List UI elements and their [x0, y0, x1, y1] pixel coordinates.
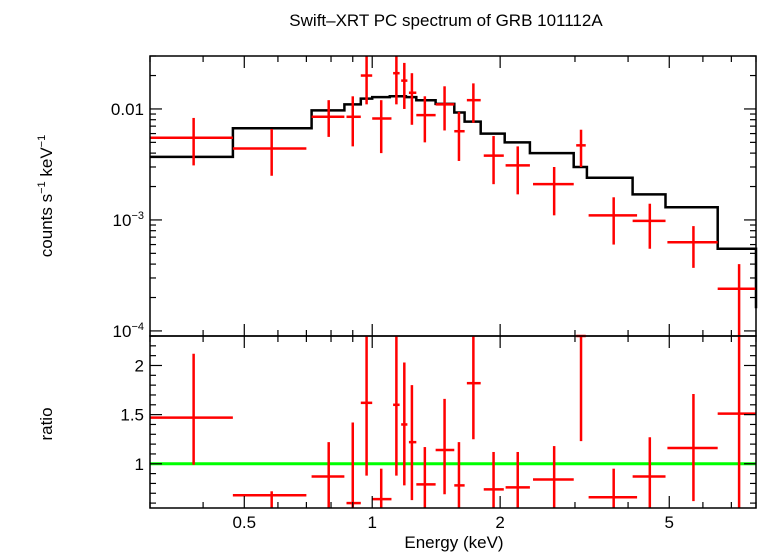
- ratio-point: [372, 468, 392, 508]
- ratio-point: [505, 451, 530, 508]
- data-point: [372, 100, 392, 154]
- ratio-point: [454, 442, 465, 508]
- ylabel-exponent-1: −1: [36, 181, 48, 194]
- data-point: [588, 197, 638, 245]
- data-point: [717, 264, 756, 336]
- data-point: [408, 73, 417, 125]
- data-point: [311, 100, 345, 137]
- ratio-point: [346, 422, 361, 508]
- data-point: [401, 62, 408, 109]
- y-tick-label: 2: [135, 356, 144, 375]
- chart-title: Swift–XRT PC spectrum of GRB 101112A: [289, 11, 603, 30]
- ratio-point: [632, 437, 666, 508]
- y-tick-exponent: −3: [131, 210, 144, 222]
- model-curve: [150, 95, 758, 309]
- y-tick-mantissa: 10: [113, 322, 132, 341]
- ratio-point: [717, 336, 756, 508]
- data-point: [435, 86, 455, 131]
- y-tick-label: 10−3: [113, 210, 144, 230]
- data-point: [632, 203, 666, 249]
- y-tick-label: 1: [135, 455, 144, 474]
- ratio-point: [150, 353, 233, 465]
- ylabel-exponent-2: −1: [36, 135, 48, 148]
- spectrum-y-axis-label: counts s−1 keV−1: [36, 135, 56, 257]
- data-point: [393, 56, 400, 105]
- ratio-point: [435, 398, 455, 495]
- data-point: [576, 129, 586, 167]
- ratio-point: [232, 491, 307, 508]
- ratio-point: [401, 362, 408, 486]
- x-tick-label: 1: [367, 513, 376, 532]
- data-point: [667, 226, 718, 268]
- ratio-point: [483, 451, 504, 508]
- x-tick-label: 2: [495, 513, 504, 532]
- data-point: [505, 146, 530, 195]
- x-tick-label: 5: [665, 513, 674, 532]
- y-tick-label: 0.01: [111, 100, 144, 119]
- data-point: [232, 128, 307, 176]
- y-tick-label: 1.5: [120, 406, 144, 425]
- x-axis-label: Energy (keV): [404, 533, 503, 552]
- ratio-data-points: [150, 334, 756, 508]
- y-tick-mantissa: 10: [113, 211, 132, 230]
- ratio-y-axis-label: ratio: [37, 407, 56, 440]
- y-tick-exponent: −4: [131, 321, 144, 333]
- x-tick-label: 0.5: [232, 513, 256, 532]
- data-point: [454, 111, 465, 161]
- ratio-point: [533, 446, 574, 508]
- data-point: [150, 117, 233, 166]
- model-step-line: [150, 95, 758, 309]
- data-point: [533, 166, 574, 216]
- ratio-point: [408, 385, 417, 501]
- ratio-frame: [149, 335, 757, 509]
- ratio-panel: ratio 1 1.5 2 0.5 1 2 5: [37, 334, 757, 532]
- ratio-point: [393, 336, 400, 476]
- spectrum-data-points: [150, 56, 756, 336]
- ratio-point: [466, 336, 481, 440]
- ratio-point: [360, 336, 373, 476]
- data-point: [483, 136, 504, 185]
- ratio-point: [588, 468, 638, 508]
- data-point: [466, 83, 481, 123]
- ratio-point: [416, 447, 436, 508]
- data-point: [360, 56, 373, 105]
- ylabel-unit: keV: [37, 147, 56, 182]
- y-tick-label: 10−4: [113, 321, 144, 341]
- ylabel-base: counts s: [37, 194, 56, 257]
- data-point: [416, 96, 436, 143]
- ratio-point: [667, 393, 718, 502]
- data-point: [346, 96, 361, 147]
- ratio-point: [311, 442, 345, 508]
- ratio-point: [576, 334, 586, 442]
